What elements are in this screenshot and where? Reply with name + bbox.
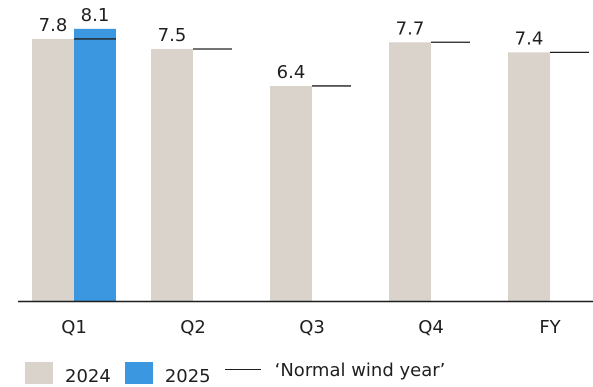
legend-swatch-2024 (25, 362, 53, 384)
data-label-2024-fy: 7.4 (515, 28, 544, 49)
legend-label-normal-wind-year: ‘Normal wind year’ (274, 359, 446, 381)
x-tick-label-q2: Q2 (180, 317, 206, 338)
bar-2024-q4 (389, 42, 431, 301)
data-label-2024-q4: 7.7 (396, 18, 425, 39)
data-label-2024-q1: 7.8 (39, 15, 68, 36)
legend-item-2025: 2025 (124, 362, 211, 387)
x-tick-label-q1: Q1 (61, 317, 87, 338)
bar-chart: 7.8 8.1 Q1 7.5 Q2 6.4 Q3 7.7 Q4 7.4 FY (18, 5, 593, 338)
legend-item-2024: 2024 (25, 362, 111, 387)
legend: 2024 2025 ‘Normal wind year’ (25, 359, 459, 387)
bar-2024-q1 (32, 38, 74, 302)
data-label-2024-q2: 7.5 (158, 25, 187, 46)
data-label-2025-q1: 8.1 (81, 5, 110, 26)
legend-swatch-2025 (124, 362, 153, 384)
bar-2025-q1 (74, 28, 116, 302)
bar-2024-q2 (151, 49, 193, 301)
legend-item-normal-wind-year: ‘Normal wind year’ (224, 359, 446, 384)
legend-label-2025: 2025 (164, 365, 211, 387)
bar-2024-fy (508, 52, 550, 301)
x-tick-label-q3: Q3 (299, 317, 325, 338)
data-label-2024-q3: 6.4 (277, 62, 306, 83)
bar-2024-q3 (270, 85, 312, 302)
legend-label-2024: 2024 (65, 365, 111, 387)
x-tick-label-fy: FY (539, 317, 561, 338)
x-tick-label-q4: Q4 (418, 317, 444, 338)
legend-swatch-normal-wind-year (224, 368, 261, 370)
